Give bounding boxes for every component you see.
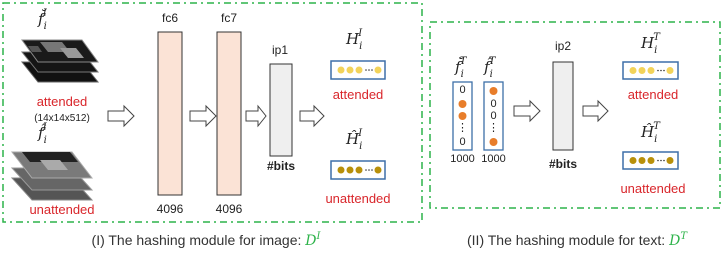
vector-dot bbox=[490, 138, 498, 146]
arrow bbox=[514, 101, 540, 121]
fc-layer bbox=[158, 32, 182, 195]
hash-code bbox=[623, 152, 678, 169]
hash-label: HiI bbox=[345, 28, 363, 52]
hash-caption: attended bbox=[628, 87, 679, 102]
layer-name: fc7 bbox=[221, 11, 237, 25]
attended-feature-label: f̆iT bbox=[454, 56, 468, 80]
arrow bbox=[583, 101, 608, 121]
vector-entry: ⋮ bbox=[488, 122, 499, 134]
arrow bbox=[190, 106, 216, 126]
vector-size: 1000 bbox=[481, 153, 505, 165]
vector-entry: 0 bbox=[490, 98, 496, 110]
layer-size: #bits bbox=[549, 157, 577, 171]
hash-code bbox=[331, 61, 385, 79]
layer-name: ip1 bbox=[272, 43, 288, 57]
layer-size: #bits bbox=[267, 159, 295, 173]
fc-layer bbox=[217, 32, 241, 195]
layer-size: 4096 bbox=[157, 202, 184, 216]
arrow bbox=[300, 106, 324, 126]
attended-feature-label: f̆iI bbox=[37, 8, 48, 32]
vector-entry: 0 bbox=[490, 110, 496, 122]
hash-code bbox=[331, 161, 385, 179]
vector-entry: 0 bbox=[459, 84, 465, 96]
hash-label: HiT bbox=[640, 32, 661, 56]
hash-caption: attended bbox=[333, 87, 384, 102]
hash-caption: unattended bbox=[620, 181, 685, 196]
vector-entry: 0 bbox=[459, 136, 465, 148]
unattended-feature-stack bbox=[12, 152, 92, 200]
hash-layer bbox=[270, 64, 292, 156]
attended-label: attended bbox=[37, 94, 88, 109]
module-caption: (II) The hashing module for text: DT bbox=[467, 231, 688, 249]
attended-feature-stack bbox=[22, 40, 98, 82]
arrow bbox=[246, 106, 266, 126]
module-caption: (I) The hashing module for image: DI bbox=[92, 231, 322, 249]
hash-layer bbox=[553, 62, 573, 150]
unattended-feature-label: f̂iT bbox=[483, 56, 497, 80]
layer-size: 4096 bbox=[216, 202, 243, 216]
diagram: f̆iI attended (14x14x512) f̂iI unattende… bbox=[0, 0, 724, 255]
hash-caption: unattended bbox=[325, 191, 390, 206]
layer-name: ip2 bbox=[555, 39, 571, 53]
vector-size: 1000 bbox=[450, 153, 474, 165]
vector-dot bbox=[459, 100, 467, 108]
vector-dot bbox=[459, 112, 467, 120]
hash-label: ĤiI bbox=[345, 128, 363, 152]
arrow bbox=[108, 106, 134, 126]
unattended-feature-label: f̂iI bbox=[37, 122, 48, 146]
vector-entry: ⋮ bbox=[457, 122, 468, 134]
hash-label: ĤiT bbox=[640, 121, 661, 145]
hash-code bbox=[623, 62, 678, 79]
vector-dot bbox=[490, 87, 498, 95]
layer-name: fc6 bbox=[162, 11, 178, 25]
unattended-label: unattended bbox=[29, 202, 94, 217]
